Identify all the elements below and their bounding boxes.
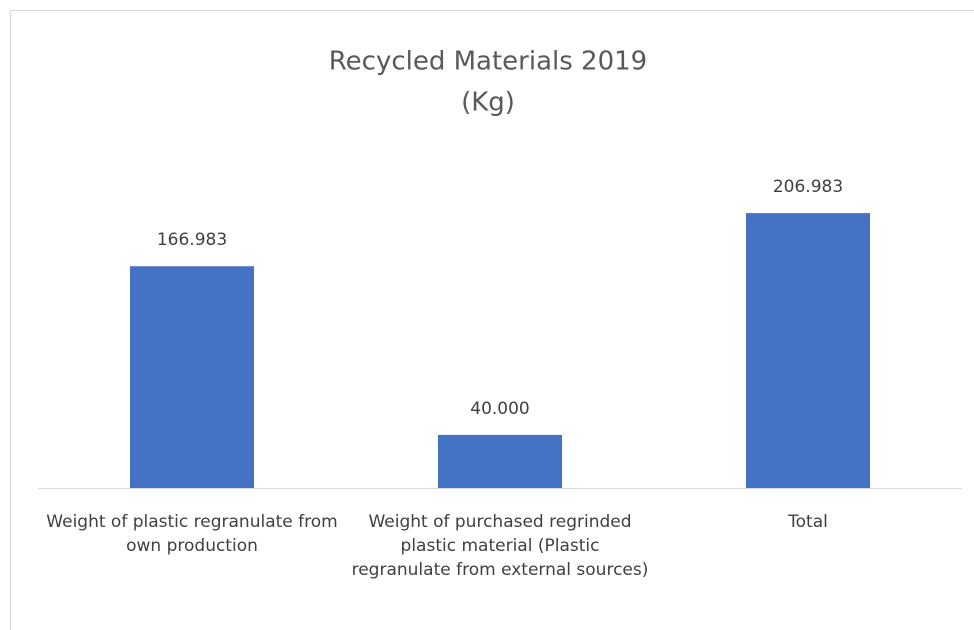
chart-border: [10, 10, 974, 630]
bar: [130, 266, 254, 488]
data-label: 40.000: [470, 399, 529, 419]
x-tick-label: Weight of plastic regranulate from own p…: [46, 512, 338, 556]
chart-title: Recycled Materials 2019: [329, 47, 647, 77]
x-tick-label: Weight of purchased regrinded plastic ma…: [351, 512, 649, 580]
chart-title: (Kg): [461, 88, 515, 118]
bar: [438, 434, 562, 488]
x-tick-label: Total: [788, 512, 828, 532]
bar: [746, 213, 870, 488]
data-label: 166.983: [157, 230, 227, 250]
data-label: 206.983: [773, 177, 843, 197]
